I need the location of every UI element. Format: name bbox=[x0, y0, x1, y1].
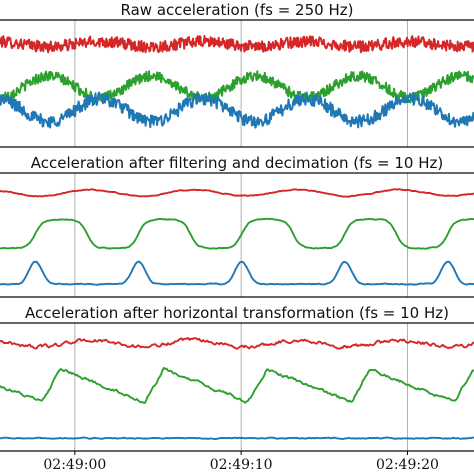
series-line-1 bbox=[0, 35, 474, 54]
axes-frame bbox=[0, 322, 474, 452]
x-tick-label: 02:49:10 bbox=[210, 457, 273, 473]
axes-frame bbox=[0, 172, 474, 298]
panel-title: Acceleration after filtering and decimat… bbox=[31, 154, 443, 172]
axes-frame bbox=[0, 19, 474, 148]
panel-1: Raw acceleration (fs = 250 Hz) bbox=[0, 1, 474, 148]
series-line-1 bbox=[0, 337, 474, 350]
x-tick-label: 02:49:00 bbox=[43, 457, 106, 473]
series-line-2 bbox=[0, 217, 474, 250]
x-tick-label: 02:49:20 bbox=[376, 457, 439, 473]
panel-2: Acceleration after filtering and decimat… bbox=[0, 154, 474, 298]
panel-title: Raw acceleration (fs = 250 Hz) bbox=[121, 1, 354, 19]
series-line-3 bbox=[0, 260, 474, 286]
series-line-3 bbox=[0, 91, 474, 129]
series-line-2 bbox=[0, 366, 474, 404]
panel-title: Acceleration after horizontal transforma… bbox=[25, 304, 449, 322]
panel-3: Acceleration after horizontal transforma… bbox=[0, 304, 474, 452]
series-line-1 bbox=[0, 188, 474, 198]
series-line-2 bbox=[0, 70, 474, 104]
series-line-3 bbox=[0, 436, 474, 440]
